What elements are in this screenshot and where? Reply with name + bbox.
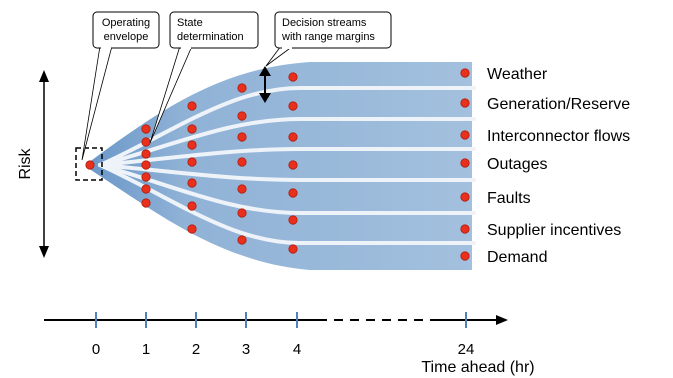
state-point [237, 111, 247, 121]
state-point [288, 160, 298, 170]
stream-fan: Weather Generation/Reserve Interconnector … [85, 62, 630, 270]
stream-labels: Weather Generation/Reserve Interconnector … [487, 66, 630, 266]
time-tick-label: 24 [458, 341, 475, 358]
time-axis: 0 1 2 3 4 24 Time ahead (hr) [44, 312, 535, 376]
callout-state-line-2: determination [177, 31, 244, 43]
stream-label-supplier-incentives: Supplier incentives [487, 222, 621, 239]
state-point [460, 192, 470, 202]
state-point [187, 140, 197, 150]
stream-label-generation-reserve: Generation/Reserve [487, 96, 630, 113]
stream-separator [98, 86, 476, 167]
state-point [460, 130, 470, 140]
stream-separator [98, 163, 476, 215]
callout-decision-line-1: Decision streams [282, 17, 367, 29]
callout-state-determination: State determination [149, 11, 259, 144]
state-point [141, 160, 151, 170]
state-point [187, 224, 197, 234]
stream-separators [98, 86, 476, 245]
stream-points [85, 68, 470, 261]
state-point [141, 137, 151, 147]
state-point [141, 184, 151, 194]
stream-separator [98, 163, 476, 182]
risk-axis: Risk [17, 70, 49, 258]
state-point [288, 244, 298, 254]
range-margin-arrow [259, 66, 271, 103]
state-point [460, 224, 470, 234]
state-point [288, 215, 298, 225]
state-point [460, 158, 470, 168]
state-point [187, 157, 197, 167]
state-point [141, 149, 151, 159]
state-point [141, 124, 151, 134]
state-point [187, 178, 197, 188]
time-tick-label: 1 [142, 341, 150, 358]
state-point [460, 251, 470, 261]
stream-label-interconnector-flows: Interconnector flows [487, 128, 630, 145]
risk-axis-label: Risk [17, 147, 34, 179]
operating-envelope-box [75, 147, 103, 181]
state-point [237, 184, 247, 194]
callout-operating-envelope: Operating envelope [81, 11, 160, 161]
state-point [237, 235, 247, 245]
stream-separator [98, 147, 476, 167]
time-tick-label: 3 [242, 341, 250, 358]
state-point [460, 68, 470, 78]
time-tick-label: 0 [92, 341, 100, 358]
stream-label-demand: Demand [487, 249, 547, 266]
state-point [141, 172, 151, 182]
state-point [141, 198, 151, 208]
state-point [237, 132, 247, 142]
stream-separator [98, 117, 476, 167]
state-point [288, 132, 298, 142]
time-axis-title: Time ahead (hr) [421, 359, 534, 376]
time-tick-label: 2 [192, 341, 200, 358]
stream-label-outages: Outages [487, 156, 547, 173]
state-point [187, 101, 197, 111]
stream-label-faults: Faults [487, 190, 531, 207]
stream-separator [98, 163, 476, 245]
state-point [460, 98, 470, 108]
callout-state-line-1: State [177, 17, 203, 29]
state-point [288, 188, 298, 198]
callout-envelope-line-1: Operating [102, 17, 150, 29]
state-point [237, 208, 247, 218]
state-point [288, 72, 298, 82]
state-point [288, 101, 298, 111]
time-tick-label: 4 [293, 341, 301, 358]
state-point [187, 201, 197, 211]
callout-decision-streams: Decision streams with range margins [265, 11, 392, 67]
stream-label-weather: Weather [487, 66, 548, 83]
state-point [237, 157, 247, 167]
stream-band-envelope [88, 62, 472, 270]
state-point [85, 160, 95, 170]
state-point [237, 83, 247, 93]
state-point [187, 124, 197, 134]
callout-decision-line-2: with range margins [281, 31, 375, 43]
time-axis-ticks: 0 1 2 3 4 24 [92, 312, 475, 358]
callout-envelope-line-2: envelope [104, 31, 149, 43]
